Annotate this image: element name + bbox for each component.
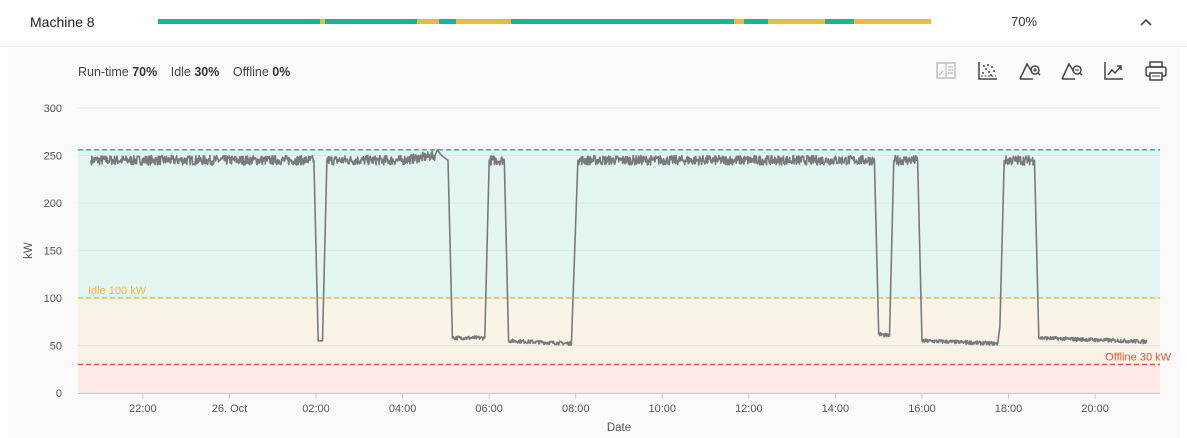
timeline-segment-run bbox=[743, 19, 768, 24]
timeline-segment-idle bbox=[854, 19, 931, 24]
print-icon bbox=[1145, 61, 1167, 81]
timeline-segment-run bbox=[439, 19, 456, 24]
y-tick-label: 150 bbox=[44, 246, 62, 258]
y-tick-label: 100 bbox=[44, 293, 62, 305]
y-tick-label: 200 bbox=[44, 198, 62, 210]
y-tick-label: 50 bbox=[50, 341, 62, 353]
runtime-value: 70% bbox=[132, 65, 158, 79]
chart-toolbar bbox=[932, 58, 1170, 84]
power-series-line bbox=[90, 149, 1148, 347]
scatter-button[interactable] bbox=[974, 58, 1002, 84]
timeline-segment-idle bbox=[319, 19, 325, 24]
idle-label: Idle bbox=[170, 65, 191, 79]
runtime-label: Run-time bbox=[78, 65, 129, 79]
x-tick-label: 10:00 bbox=[649, 403, 677, 415]
print-button[interactable] bbox=[1142, 58, 1170, 84]
x-tick-label: 16:00 bbox=[908, 403, 936, 415]
zoom-out-button[interactable] bbox=[1058, 58, 1086, 84]
timeline-segment-idle bbox=[767, 19, 826, 24]
compare-icon bbox=[936, 62, 956, 79]
offline-band bbox=[78, 364, 1160, 393]
timeline-segment-run bbox=[324, 19, 417, 24]
offline-value: 0% bbox=[272, 65, 291, 79]
compare-button[interactable] bbox=[932, 58, 960, 84]
chevron-up-icon bbox=[1140, 18, 1152, 26]
idle-band bbox=[78, 298, 1160, 365]
offline-label: Offline bbox=[232, 65, 269, 79]
x-tick-label: 18:00 bbox=[995, 403, 1023, 415]
x-tick-label: 14:00 bbox=[822, 403, 850, 415]
y-tick-label: 300 bbox=[44, 103, 62, 115]
timeline-segment-run bbox=[511, 19, 734, 24]
timeline-segment-idle bbox=[733, 19, 744, 24]
zoom-out-icon bbox=[1061, 62, 1083, 80]
timeline-segment-run bbox=[158, 19, 320, 24]
x-axis-title: Date bbox=[607, 422, 631, 434]
y-tick-label: 250 bbox=[44, 151, 62, 163]
trend-button[interactable] bbox=[1100, 58, 1128, 84]
machine-name: Machine 8 bbox=[30, 14, 95, 30]
status-timeline bbox=[158, 19, 931, 24]
x-tick-label: 22:00 bbox=[129, 403, 157, 415]
idle-threshold-label: Idle 100 kW bbox=[88, 285, 147, 297]
runtime-percent: 70% bbox=[1011, 14, 1038, 29]
idle-value: 30% bbox=[194, 65, 220, 79]
offline-threshold-label: Offline 30 kW bbox=[1105, 352, 1171, 364]
scatter-icon bbox=[978, 62, 997, 80]
zoom-in-button[interactable] bbox=[1016, 58, 1044, 84]
timeline-segment-idle bbox=[416, 19, 440, 24]
run-band bbox=[78, 149, 1160, 298]
machine-header: Machine 8 70% bbox=[0, 0, 1187, 47]
collapse-button[interactable] bbox=[1136, 12, 1156, 32]
timeline-segment-idle bbox=[455, 19, 512, 24]
x-tick-label: 02:00 bbox=[302, 403, 330, 415]
trend-icon bbox=[1104, 62, 1123, 80]
y-tick-label: 0 bbox=[56, 388, 62, 400]
x-tick-label: 12:00 bbox=[735, 403, 763, 415]
x-tick-label: 06:00 bbox=[475, 403, 503, 415]
x-tick-label: 08:00 bbox=[562, 403, 590, 415]
x-tick-label: 20:00 bbox=[1081, 403, 1109, 415]
stats-summary: Run-time 70% Idle 30% Offline 0% bbox=[78, 65, 300, 79]
x-tick-label: 04:00 bbox=[389, 403, 417, 415]
timeline-segment-run bbox=[825, 19, 855, 24]
x-tick-label: 26. Oct bbox=[212, 403, 247, 415]
y-axis-title: kW bbox=[23, 242, 35, 259]
zoom-in-icon bbox=[1019, 62, 1041, 80]
